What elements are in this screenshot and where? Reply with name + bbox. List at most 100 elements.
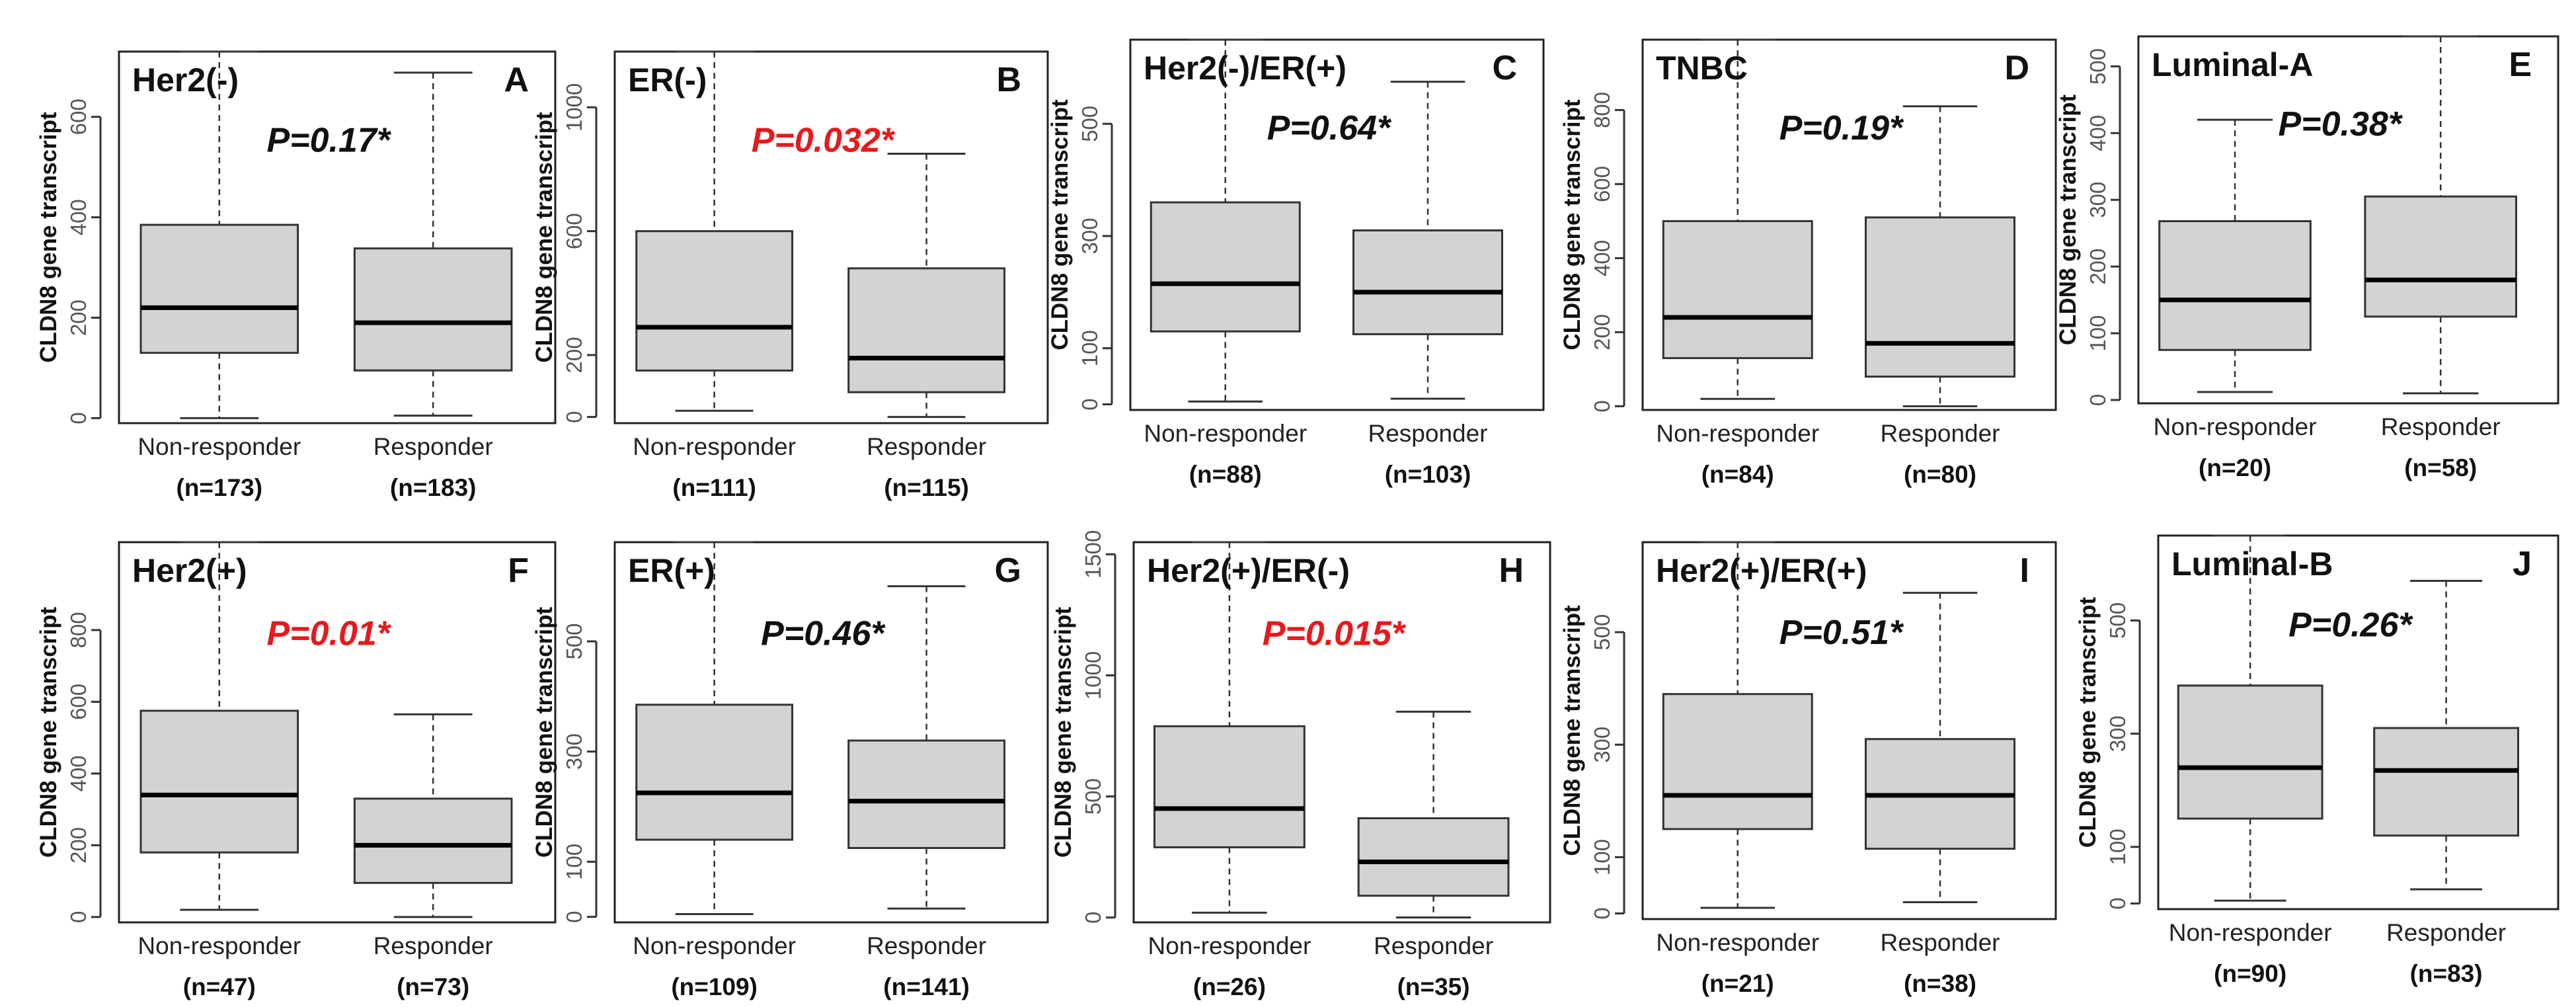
panel-h-title: Her2(+)/ER(-) [1147,552,1350,589]
panel-c-frame [1129,38,1545,411]
panel-j-frame [2157,534,2559,910]
panel-d-p-value: P=0.19* [1779,109,1904,147]
panel-e-ytick-label-0: 0 [2086,394,2110,406]
panel-j-n-label-0: (n=90) [2214,960,2286,987]
panel-f-n-label-1: (n=73) [397,973,469,1000]
panel-e-n-label-1: (n=58) [2404,454,2477,481]
panel-h-ytick-label-1: 500 [1081,778,1105,815]
panel-a-box-responder [353,71,513,417]
iqr-box [847,739,1005,849]
panel-f-p-value: P=0.01* [267,614,392,653]
panel-i-y-axis-label: CLDN8 gene transcript [1559,605,1585,856]
panel-d-frame [1641,38,2057,411]
panel-j-ytick-label-0: 0 [2105,897,2130,909]
panel-e-title: Luminal-A [2152,46,2313,83]
iqr-box [1357,817,1510,897]
panel-b-ytick-label-1: 200 [562,337,586,373]
panel-b-letter: B [996,61,1021,99]
panel-f-ytick-label-0: 0 [66,911,91,923]
panel-j-title: Luminal-B [2171,545,2333,583]
panel-c-n-label-0: (n=88) [1189,461,1262,488]
panel-a-ytick-label-0: 0 [66,412,91,424]
panel-e-box-responder [2364,35,2517,395]
iqr-box [1352,229,1503,335]
iqr-box [353,247,513,372]
panel-i-ytick-label-1: 100 [1590,839,1614,875]
panel-d-ytick-label-2: 400 [1590,240,1614,276]
panel-a-ytick-label-2: 400 [66,199,91,235]
panel-f-category-label-0: Non-responder [137,932,301,959]
panel-b-box-responder [847,153,1005,419]
panel-f-category-label-1: Responder [373,932,493,959]
panel-j-ytick-label-3: 500 [2105,602,2130,639]
panel-e-box-non-responder [2158,118,2312,393]
panel-c-y-axis-label: CLDN8 gene transcript [1047,99,1073,350]
iqr-box [635,230,794,372]
iqr-box [635,704,794,841]
panel-g-n-label-0: (n=109) [671,973,758,1000]
panel-g-box-responder [847,585,1005,910]
panel-d-ytick-label-4: 800 [1590,92,1614,128]
panel-i-ytick-label-2: 300 [1590,727,1614,763]
panel-h-category-label-1: Responder [1374,932,1493,959]
panel-h-y-axis-label: CLDN8 gene transcript [1050,607,1076,858]
panel-c-n-label-1: (n=103) [1385,461,1471,488]
panel-g-title: ER(+) [628,552,715,589]
panel-b-title: ER(-) [628,61,707,99]
panel-i-box-responder [1865,592,2015,903]
panel-h-box-non-responder [1153,541,1306,914]
panel-e-ytick-label-4: 400 [2086,115,2110,151]
panel-b-category-label-0: Non-responder [633,433,796,460]
panel-e-y-axis-label: CLDN8 gene transcript [2055,95,2081,346]
panel-e-ytick-label-2: 200 [2086,249,2110,285]
panel-f-n-label-0: (n=47) [183,973,256,1000]
panel-j-category-label-0: Non-responder [2169,919,2332,946]
panel-h: 0 500 1000 1500 CLDN8 gene transcript Non-res… [1050,530,1551,1000]
panel-i-ytick-label-0: 0 [1590,907,1614,919]
panel-j-category-label-1: Responder [2386,919,2506,946]
panel-a-y-axis-label: CLDN8 gene transcript [36,112,61,363]
panel-i-n-label-1: (n=38) [1904,970,1976,997]
panel-h-p-value: P=0.015* [1263,614,1407,653]
panel-i-ytick-label-3: 500 [1590,614,1614,651]
panel-f-y-axis-label: CLDN8 gene transcript [36,607,61,858]
panel-i-category-label-0: Non-responder [1656,929,1819,956]
iqr-box [139,223,299,354]
panel-d-box-non-responder [1662,38,1813,400]
panel-i-n-label-0: (n=21) [1701,970,1774,997]
panel-g-category-label-1: Responder [867,932,986,959]
panel-d-box-responder [1865,105,2015,407]
panel-e-frame [2137,35,2559,405]
panel-g-y-axis-label: CLDN8 gene transcript [531,607,557,858]
panel-i-frame [1641,541,2057,920]
panel-h-frame [1132,541,1551,924]
panel-g-ytick-label-1: 100 [562,844,586,880]
panel-a-letter: A [504,61,529,99]
panel-c-box-responder [1352,81,1503,400]
panel-i-box-non-responder [1662,541,1813,909]
panel-g-letter: G [995,551,1021,590]
panel-d-category-label-0: Non-responder [1656,420,1819,447]
panel-c-ytick-label-3: 500 [1077,106,1102,142]
panel-a-p-value: P=0.17* [267,122,392,160]
panel-h-box-responder [1357,710,1510,919]
panel-a-category-label-0: Non-responder [137,433,301,460]
panel-c-letter: C [1492,49,1517,87]
panel-i-letter: I [2020,551,2029,590]
panel-d-letter: D [2004,49,2029,87]
panel-a-category-label-1: Responder [373,433,493,460]
iqr-box [353,797,513,884]
panel-j-n-label-1: (n=83) [2410,960,2483,987]
panel-b-category-label-1: Responder [867,433,986,460]
panel-f-box-non-responder [139,541,299,911]
panel-d-ytick-label-0: 0 [1590,400,1614,412]
panel-b-ytick-label-0: 0 [562,411,586,423]
panel-c-p-value: P=0.64* [1267,109,1392,147]
iqr-box [2177,684,2323,820]
iqr-box [2373,727,2519,837]
panel-d-ytick-label-1: 200 [1590,314,1614,350]
panel-a-title: Her2(-) [132,61,239,99]
